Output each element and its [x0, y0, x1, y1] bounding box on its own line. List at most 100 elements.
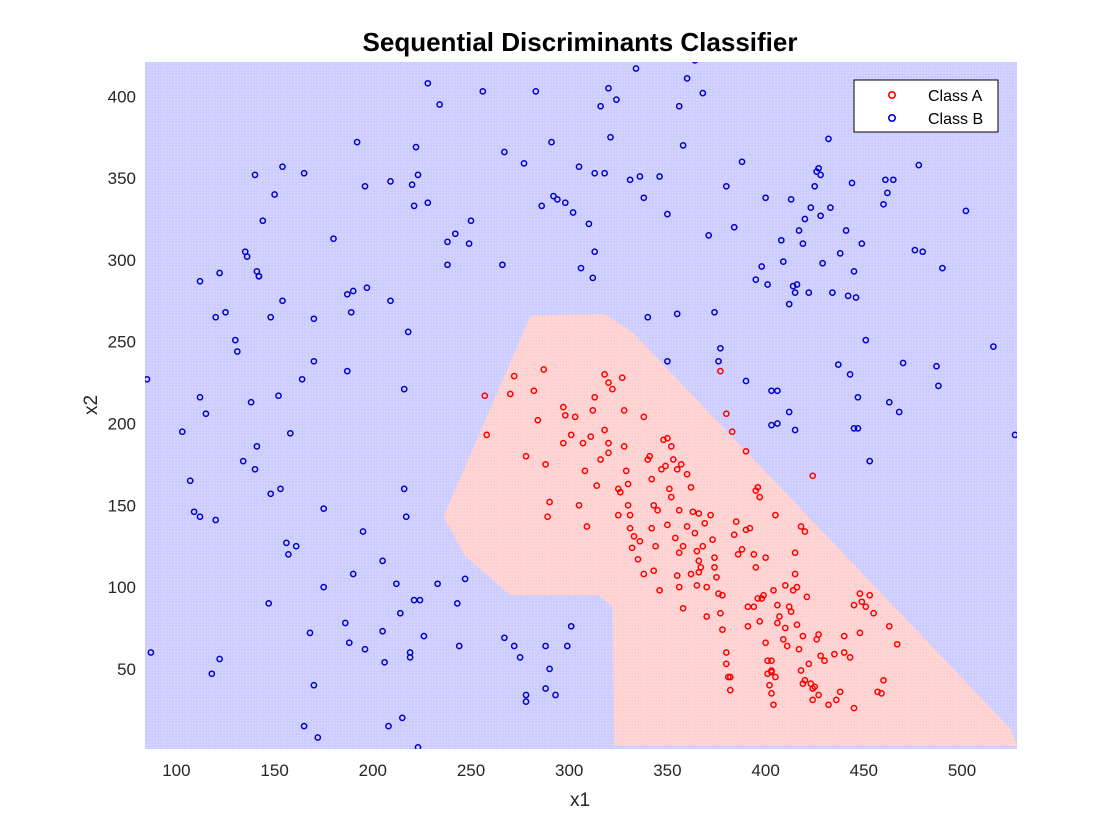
point-class-b	[538, 202, 546, 210]
point-class-a	[506, 390, 514, 398]
point-class-a	[768, 657, 775, 665]
point-class-a	[703, 583, 711, 591]
point-class-a	[605, 439, 612, 447]
point-class-a	[774, 619, 781, 627]
point-class-a	[683, 523, 691, 530]
point-class-a	[624, 501, 632, 509]
point-class-a	[652, 542, 659, 550]
point-class-b	[186, 477, 194, 485]
point-class-b	[664, 357, 671, 365]
point-class-a	[797, 523, 805, 530]
point-class-a	[742, 447, 750, 455]
point-class-b	[516, 654, 524, 661]
point-class-a	[664, 434, 671, 442]
point-class-b	[636, 173, 644, 180]
point-class-b	[499, 261, 506, 269]
point-class-a	[664, 521, 671, 529]
point-class-b	[827, 204, 834, 211]
point-class-a	[821, 657, 828, 665]
point-class-b	[640, 194, 648, 202]
point-class-a	[779, 636, 787, 643]
point-class-a	[571, 413, 579, 421]
point-class-b	[563, 642, 571, 650]
point-class-a	[770, 701, 777, 709]
point-class-a	[768, 668, 775, 676]
point-class-b	[343, 367, 351, 375]
point-class-a	[801, 528, 809, 535]
point-class-b	[196, 277, 204, 285]
point-class-a	[722, 649, 730, 656]
point-class-b	[444, 238, 451, 246]
point-class-b	[379, 557, 386, 565]
point-class-a	[803, 593, 811, 601]
point-class-b	[202, 410, 210, 418]
point-class-b	[569, 209, 577, 216]
point-class-a	[797, 667, 805, 674]
point-class-a	[648, 475, 656, 483]
point-class-b	[846, 371, 854, 378]
y-tick-label: 150	[108, 496, 136, 515]
point-class-b	[406, 654, 414, 661]
point-class-a	[764, 657, 771, 665]
y-tick-label: 400	[108, 87, 136, 106]
point-class-a	[799, 632, 807, 640]
point-class-a	[750, 551, 758, 558]
point-class-a	[726, 673, 734, 681]
point-class-b	[644, 313, 652, 321]
point-class-a	[589, 407, 597, 414]
point-class-b	[196, 393, 204, 401]
point-class-a	[544, 513, 551, 521]
point-class-b	[730, 223, 738, 231]
point-class-b	[231, 336, 239, 344]
x-tick-label: 250	[457, 761, 485, 780]
point-class-b	[825, 135, 832, 143]
point-class-b	[795, 227, 803, 234]
point-class-a	[805, 660, 813, 668]
point-class-b	[212, 516, 220, 524]
point-class-b	[933, 362, 940, 370]
point-class-a	[831, 650, 838, 658]
point-class-b	[267, 313, 275, 321]
point-class-b	[885, 398, 893, 406]
point-class-b	[675, 102, 683, 110]
point-class-a	[858, 598, 866, 606]
point-class-a	[675, 583, 683, 591]
point-class-b	[889, 176, 897, 184]
point-class-b	[275, 392, 282, 400]
point-class-b	[349, 570, 357, 578]
point-class-a	[559, 439, 567, 447]
point-class-a	[836, 688, 844, 696]
point-class-b	[911, 246, 919, 254]
point-class-a	[766, 681, 773, 689]
point-class-b	[805, 289, 813, 296]
point-class-a	[762, 639, 769, 647]
point-class-b	[842, 227, 850, 234]
point-class-b	[854, 425, 862, 432]
point-class-a	[667, 443, 675, 450]
point-class-a	[669, 456, 677, 463]
point-class-a	[658, 465, 665, 473]
point-class-a	[870, 609, 877, 617]
point-class-a	[636, 537, 644, 545]
legend-marker-class-b	[887, 114, 896, 123]
y-tick-label: 300	[108, 251, 136, 270]
point-class-b	[420, 632, 428, 640]
x-tick-label: 350	[653, 761, 681, 780]
point-class-b	[962, 207, 970, 215]
point-class-b	[243, 253, 251, 260]
point-class-a	[856, 629, 864, 637]
point-class-b	[699, 89, 707, 97]
point-class-a	[622, 467, 630, 475]
point-class-a	[758, 595, 766, 602]
point-class-a	[620, 407, 628, 414]
legend-marker-class-a	[887, 91, 896, 100]
point-class-a	[662, 462, 669, 470]
point-class-b	[253, 443, 261, 450]
point-class-b	[532, 88, 540, 95]
point-class-b	[353, 138, 361, 146]
point-class-b	[585, 220, 593, 228]
point-class-b	[567, 622, 575, 630]
point-class-b	[306, 629, 314, 637]
point-class-b	[862, 336, 870, 344]
point-class-a	[719, 591, 726, 599]
